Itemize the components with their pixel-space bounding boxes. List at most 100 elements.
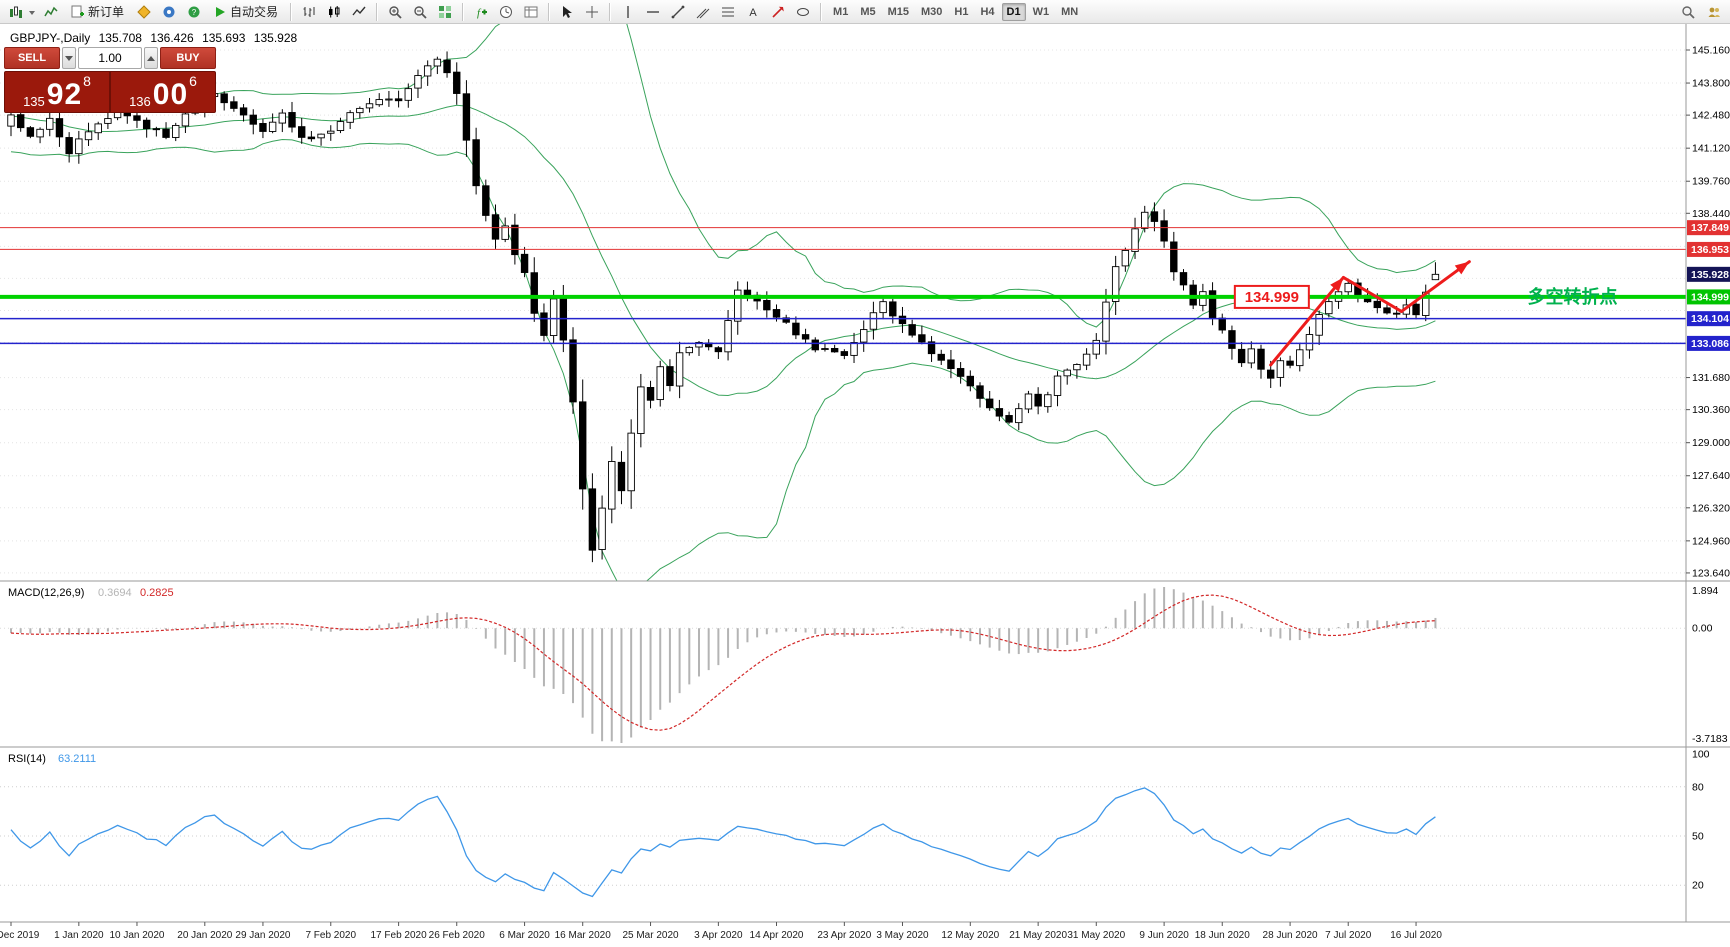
vertical-line-tool-icon[interactable]: [616, 1, 640, 23]
tf-button-M5[interactable]: M5: [855, 3, 880, 21]
bid-integer: 135: [23, 94, 45, 109]
main-toolbar: 新订单 ? 自动交易: [0, 0, 1730, 24]
autotrade-button[interactable]: 自动交易: [207, 2, 285, 22]
svg-text:20 Jan 2020: 20 Jan 2020: [177, 930, 232, 941]
rsi-label: RSI(14) 63.2111 100 80 50 20: [8, 749, 1710, 892]
toolbar-separator: [548, 2, 551, 21]
svg-text:RSI(14): RSI(14): [8, 753, 46, 765]
shapes-tool-icon[interactable]: [791, 1, 815, 23]
svg-text:124.960: 124.960: [1692, 535, 1730, 547]
bid-pips: 92: [46, 78, 83, 111]
chart-bars-icon[interactable]: [297, 1, 321, 23]
horizontal-lines[interactable]: [0, 227, 1686, 345]
sell-button[interactable]: SELL: [4, 47, 60, 69]
candlestick-series[interactable]: [7, 51, 1440, 563]
tf-button-W1[interactable]: W1: [1028, 3, 1055, 21]
one-click-trading-panel: SELL BUY 135 92 8 136 00 6: [4, 47, 216, 113]
text-tool-icon[interactable]: A: [741, 1, 765, 23]
price-axis[interactable]: 145.160 143.800 142.480 141.120 139.760 138.4…: [1685, 24, 1730, 922]
bid-pipette: 8: [83, 73, 91, 89]
indicators-icon[interactable]: f: [469, 1, 493, 23]
crosshair-icon[interactable]: [580, 1, 604, 23]
svg-text:3 May 2020: 3 May 2020: [876, 930, 929, 941]
svg-text:136.953: 136.953: [1691, 244, 1729, 256]
chart-area[interactable]: 145.160 143.800 142.480 141.120 139.760 138.4…: [0, 24, 1730, 947]
buy-button[interactable]: BUY: [160, 47, 216, 69]
triangle-down-icon: [65, 55, 73, 65]
autotrade-label: 自动交易: [230, 5, 279, 19]
search-icon[interactable]: [1676, 1, 1700, 23]
svg-text:135.928: 135.928: [1691, 269, 1729, 281]
community-icon[interactable]: [1702, 1, 1726, 23]
svg-text:130.360: 130.360: [1692, 404, 1730, 416]
price-chart-svg[interactable]: 145.160 143.800 142.480 141.120 139.760 138.4…: [0, 24, 1730, 947]
template-icon[interactable]: [519, 1, 543, 23]
tf-button-M30[interactable]: M30: [916, 3, 947, 21]
channel-tool-icon[interactable]: [691, 1, 715, 23]
sell-price-display[interactable]: 135 92 8: [5, 72, 109, 112]
zoom-in-icon[interactable]: [383, 1, 407, 23]
svg-text:20: 20: [1692, 880, 1704, 892]
tile-windows-icon[interactable]: [433, 1, 457, 23]
arrow-tool-icon[interactable]: [766, 1, 790, 23]
svg-text:23 Apr 2020: 23 Apr 2020: [817, 930, 871, 941]
toolbar-separator: [609, 2, 612, 21]
cn-annotation: 多空转折点: [1527, 286, 1617, 307]
svg-text:142.480: 142.480: [1692, 110, 1730, 122]
svg-text:26 Feb 2020: 26 Feb 2020: [429, 930, 486, 941]
horizontal-line-tool-icon[interactable]: [641, 1, 665, 23]
svg-text:138.440: 138.440: [1692, 208, 1730, 220]
svg-text:133.086: 133.086: [1691, 338, 1729, 350]
bollinger-bands: [10, 24, 1436, 581]
price-gridlines: [0, 49, 1686, 574]
zoom-out-icon[interactable]: [408, 1, 432, 23]
lot-increase-button[interactable]: [144, 47, 158, 69]
ohlc-open: 135.708: [98, 31, 142, 45]
svg-text:139.760: 139.760: [1692, 176, 1730, 188]
toolbar-separator: [820, 2, 823, 21]
help-icon[interactable]: ?: [182, 1, 206, 23]
price-callout-134999[interactable]: 134.999: [1233, 284, 1310, 309]
svg-text:1 Jan 2020: 1 Jan 2020: [54, 930, 104, 941]
chart-line-icon[interactable]: [347, 1, 371, 23]
new-order-button[interactable]: 新订单: [64, 2, 131, 22]
tick-chart-icon[interactable]: [39, 1, 63, 23]
tf-button-M15[interactable]: M15: [883, 3, 914, 21]
lot-decrease-button[interactable]: [62, 47, 76, 69]
panel-separators[interactable]: [0, 580, 1730, 923]
fibonacci-tool-icon[interactable]: [716, 1, 740, 23]
tf-button-M1[interactable]: M1: [828, 3, 853, 21]
svg-text:31 May 2020: 31 May 2020: [1067, 930, 1125, 941]
svg-text:127.640: 127.640: [1692, 470, 1730, 482]
svg-text:0.00: 0.00: [1692, 623, 1713, 635]
new-chart-icon[interactable]: [4, 1, 28, 23]
svg-text:多空转折点: 多空转折点: [1527, 286, 1617, 307]
navigator-icon[interactable]: [157, 1, 181, 23]
trendline-tool-icon[interactable]: [666, 1, 690, 23]
svg-text:143.800: 143.800: [1692, 78, 1730, 90]
time-axis[interactable]: 24 Dec 2019 1 Jan 2020 10 Jan 2020 20 Jan 2…: [0, 922, 1442, 941]
buy-price-display[interactable]: 136 00 6: [111, 72, 215, 112]
svg-text:28 Jun 2020: 28 Jun 2020: [1263, 930, 1318, 941]
svg-text:29 Jan 2020: 29 Jan 2020: [235, 930, 290, 941]
svg-text:7 Feb 2020: 7 Feb 2020: [305, 930, 356, 941]
price-tag-134.104: 134.104: [1687, 311, 1730, 327]
ohlc-close: 135.928: [253, 31, 298, 45]
svg-text:1.894: 1.894: [1692, 585, 1718, 597]
svg-text:18 Jun 2020: 18 Jun 2020: [1195, 930, 1250, 941]
lot-size-input[interactable]: [78, 47, 142, 69]
tf-button-H1[interactable]: H1: [949, 3, 973, 21]
tf-button-MN[interactable]: MN: [1056, 3, 1083, 21]
cursor-icon[interactable]: [555, 1, 579, 23]
period-icon[interactable]: [494, 1, 518, 23]
new-order-label: 新订单: [88, 5, 125, 19]
tf-button-H4[interactable]: H4: [975, 3, 999, 21]
svg-text:25 Mar 2020: 25 Mar 2020: [622, 930, 679, 941]
chart-candles-icon[interactable]: [322, 1, 346, 23]
tf-button-D1[interactable]: D1: [1001, 3, 1026, 21]
new-chart-dropdown-icon[interactable]: [29, 11, 35, 18]
market-watch-icon[interactable]: [132, 1, 156, 23]
trend-arrow-annotation[interactable]: [1269, 260, 1471, 367]
svg-text:145.160: 145.160: [1692, 45, 1730, 57]
svg-text:10 Jan 2020: 10 Jan 2020: [109, 930, 164, 941]
